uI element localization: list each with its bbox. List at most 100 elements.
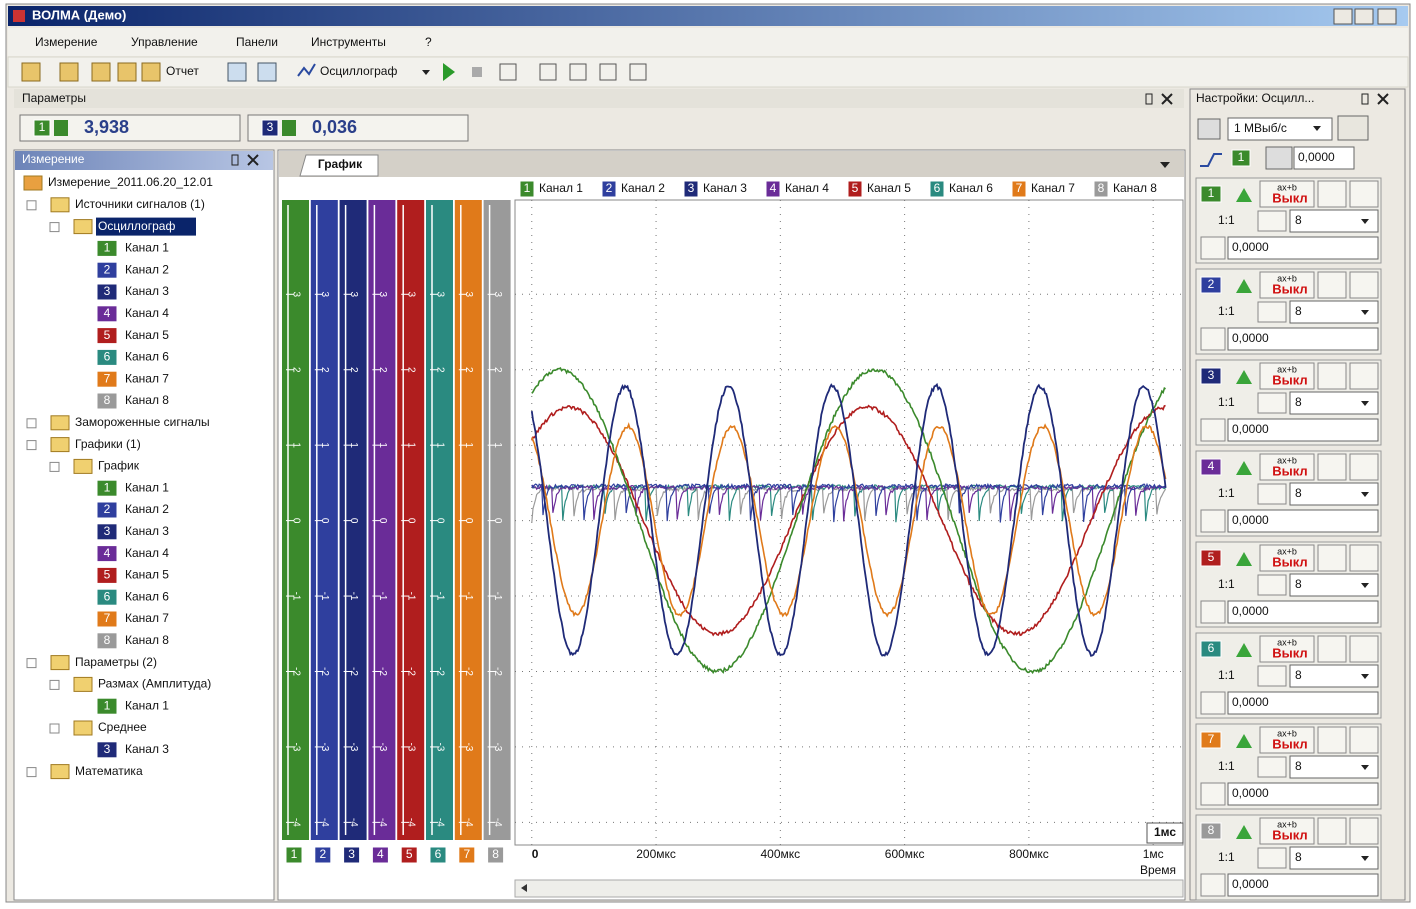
tree-node[interactable]: Канал 1 (125, 241, 169, 255)
expander[interactable] (26, 658, 37, 669)
tree-node[interactable]: Канал 3 (125, 742, 169, 756)
enable-toggle[interactable] (1236, 461, 1252, 475)
range-combo[interactable] (1289, 573, 1379, 597)
expander[interactable] (26, 418, 37, 429)
pin-button[interactable] (1145, 93, 1153, 105)
tab-menu-arrow[interactable] (1160, 162, 1170, 168)
expander[interactable] (49, 723, 60, 734)
toolbar-report[interactable]: Отчет (166, 64, 199, 78)
enable-toggle[interactable] (1236, 643, 1252, 657)
dropdown-arrow[interactable] (1361, 674, 1369, 679)
dropdown-arrow[interactable] (1361, 401, 1369, 406)
offset-field[interactable] (1227, 600, 1379, 624)
scroll-left[interactable] (521, 884, 527, 892)
toolbar-device[interactable]: Осциллограф (320, 64, 397, 78)
formula-button[interactable] (1259, 544, 1315, 572)
toolbar-icon[interactable] (59, 62, 79, 82)
pin-button[interactable] (1361, 93, 1369, 105)
formula-button[interactable] (1259, 180, 1315, 208)
offset-field[interactable] (1227, 782, 1379, 806)
toolbar-icon[interactable] (297, 63, 316, 77)
channel-strip[interactable] (339, 200, 367, 840)
icon-button[interactable] (1197, 118, 1221, 140)
icon-button[interactable] (1317, 180, 1347, 208)
tree-node[interactable]: Канал 1 (125, 480, 169, 494)
icon-button[interactable] (1349, 453, 1379, 481)
channel-strip[interactable] (282, 200, 309, 840)
pin-button[interactable] (231, 154, 239, 166)
enable-toggle[interactable] (1236, 370, 1252, 384)
coupling-button[interactable] (1257, 847, 1287, 869)
close-button[interactable] (1377, 93, 1389, 105)
tree-node[interactable]: Канал 5 (125, 328, 169, 342)
toolbar-icon[interactable] (117, 62, 137, 82)
icon-button[interactable] (1317, 726, 1347, 754)
h-scrollbar[interactable] (514, 879, 1184, 898)
trigger-icon[interactable] (1200, 153, 1222, 167)
close-button[interactable] (1161, 93, 1173, 105)
run-button[interactable] (443, 63, 455, 81)
channel-strip[interactable] (454, 200, 482, 840)
tree-node[interactable]: Канал 3 (125, 284, 169, 298)
range-combo[interactable] (1289, 482, 1379, 506)
range-combo[interactable] (1289, 664, 1379, 688)
enable-toggle[interactable] (1236, 734, 1252, 748)
tree-node[interactable]: Канал 1 (125, 698, 169, 712)
offset-icon[interactable] (1200, 418, 1226, 442)
channel-strip[interactable] (483, 200, 511, 840)
icon-button[interactable] (1349, 362, 1379, 390)
tree-node[interactable]: Канал 5 (125, 568, 169, 582)
offset-icon[interactable] (1200, 691, 1226, 715)
coupling-button[interactable] (1257, 574, 1287, 596)
icon-button[interactable] (1317, 453, 1347, 481)
menu-item[interactable]: Управление (131, 35, 198, 49)
toolbar-icon[interactable] (227, 62, 247, 82)
offset-field[interactable] (1227, 509, 1379, 533)
icon-button[interactable] (1317, 362, 1347, 390)
tree-node[interactable]: Осциллограф (98, 219, 175, 233)
tree-node[interactable]: Математика (75, 764, 143, 778)
auto-button[interactable] (1337, 115, 1369, 141)
tree-node[interactable]: Канал 2 (125, 262, 169, 276)
toolbar-icon[interactable] (499, 63, 517, 81)
toolbar-icon[interactable] (569, 63, 587, 81)
icon-button[interactable] (1317, 817, 1347, 845)
coupling-button[interactable] (1257, 483, 1287, 505)
tree-node[interactable]: Канал 4 (125, 306, 169, 320)
channel-strip[interactable] (310, 200, 338, 840)
enable-toggle[interactable] (1236, 188, 1252, 202)
tree-node[interactable]: Измерение_2011.06.20_12.01 (48, 175, 213, 189)
toolbar-icon[interactable] (257, 62, 277, 82)
menu-item[interactable]: Измерение (35, 35, 98, 49)
icon-button[interactable] (1349, 180, 1379, 208)
menu-item[interactable]: Панели (236, 35, 278, 49)
tree-node[interactable]: Канал 8 (125, 633, 169, 647)
icon-button[interactable] (1349, 726, 1379, 754)
toolbar-icon[interactable] (629, 63, 647, 81)
enable-toggle[interactable] (1236, 825, 1252, 839)
icon-button[interactable] (1265, 146, 1293, 170)
expander[interactable] (49, 679, 60, 690)
offset-field[interactable] (1227, 873, 1379, 897)
coupling-button[interactable] (1257, 301, 1287, 323)
formula-button[interactable] (1259, 453, 1315, 481)
channel-strip[interactable] (397, 200, 425, 840)
formula-button[interactable] (1259, 817, 1315, 845)
dropdown-arrow[interactable] (1361, 310, 1369, 315)
dropdown-arrow[interactable] (1361, 492, 1369, 497)
coupling-button[interactable] (1257, 210, 1287, 232)
offset-icon[interactable] (1200, 236, 1226, 260)
icon-button[interactable] (1317, 271, 1347, 299)
graph-tab-label[interactable]: График (318, 157, 363, 171)
enable-toggle[interactable] (1236, 279, 1252, 293)
coupling-button[interactable] (1257, 665, 1287, 687)
formula-button[interactable] (1259, 726, 1315, 754)
offset-icon[interactable] (1200, 782, 1226, 806)
graph-tab[interactable] (299, 154, 379, 177)
tree-node[interactable]: Замороженные сигналы (75, 415, 210, 429)
offset-field[interactable] (1227, 327, 1379, 351)
close-button[interactable] (247, 154, 259, 166)
channel-strip[interactable] (368, 200, 396, 840)
tree-node[interactable]: Параметры (2) (75, 655, 157, 669)
tree-node[interactable]: Канал 6 (125, 589, 169, 603)
